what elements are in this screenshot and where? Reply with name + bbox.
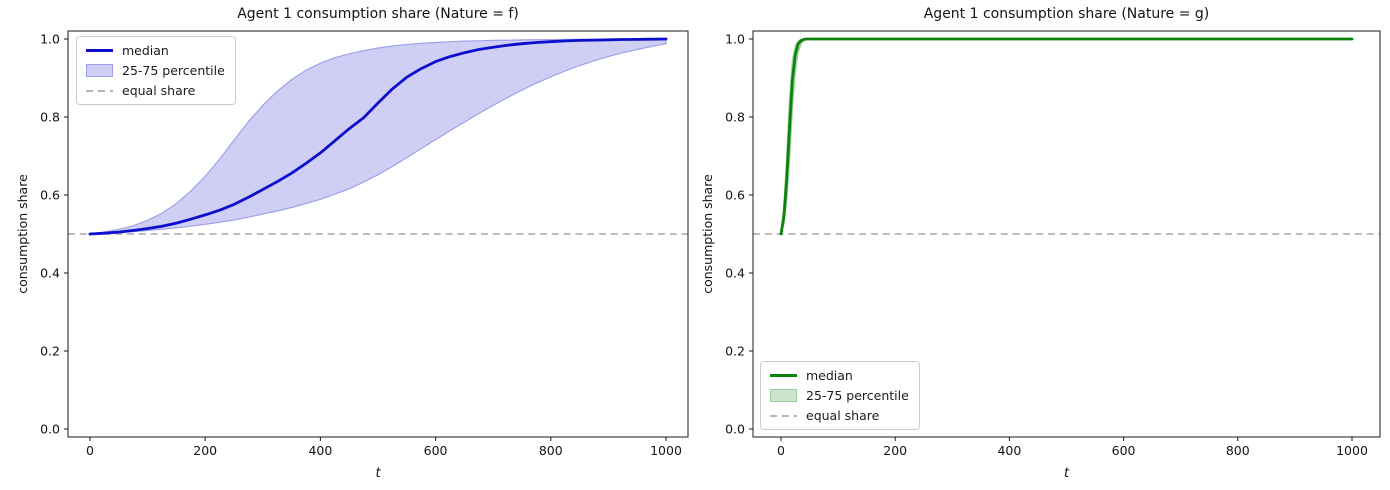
legend-label-median: median [806,368,853,383]
svg-text:0.8: 0.8 [725,110,745,125]
legend-label-equal-share: equal share [122,83,196,98]
svg-text:0.2: 0.2 [40,344,60,359]
legend-label-median: median [122,43,169,58]
chart-g-ylabel: consumption share [700,174,715,294]
svg-text:1.0: 1.0 [725,32,745,47]
svg-text:0.4: 0.4 [725,266,745,281]
chart-g-legend: median 25-75 percentile equal share [760,361,920,430]
legend-item-equal-share: equal share [770,408,909,423]
legend-item-median: median [770,368,909,383]
svg-text:200: 200 [883,443,907,458]
svg-text:0.4: 0.4 [40,266,60,281]
svg-text:0.0: 0.0 [725,422,745,437]
percentile-band-swatch-icon [770,389,797,402]
svg-text:0.6: 0.6 [725,188,745,203]
chart-f-legend: median 25-75 percentile equal share [76,36,236,105]
svg-text:400: 400 [997,443,1021,458]
median-line-swatch-icon [770,373,797,378]
legend-label-equal-share: equal share [806,408,880,423]
equal-share-dash-swatch-icon [86,89,113,92]
median-line-swatch-icon [86,48,113,53]
svg-text:600: 600 [1112,443,1136,458]
chart-g-title: Agent 1 consumption share (Nature = g) [923,6,1210,22]
percentile-band-swatch-icon [86,64,113,77]
svg-text:0: 0 [777,443,785,458]
svg-text:1000: 1000 [650,443,682,458]
legend-label-percentile: 25-75 percentile [806,388,909,403]
svg-text:600: 600 [424,443,448,458]
equal-share-dash-swatch-icon [770,414,797,417]
svg-text:0.0: 0.0 [40,422,60,437]
svg-text:0.6: 0.6 [40,188,60,203]
svg-text:400: 400 [308,443,332,458]
legend-item-median: median [86,43,225,58]
legend-item-equal-share: equal share [86,83,225,98]
svg-text:0: 0 [86,443,94,458]
chart-f-title: Agent 1 consumption share (Nature = f) [237,6,519,22]
legend-item-percentile-band: 25-75 percentile [86,63,225,78]
svg-text:800: 800 [539,443,563,458]
svg-text:1.0: 1.0 [40,32,60,47]
svg-text:200: 200 [193,443,217,458]
svg-text:800: 800 [1226,443,1250,458]
svg-text:1000: 1000 [1336,443,1368,458]
chart-g-xlabel: t [1063,466,1070,481]
svg-text:0.2: 0.2 [725,344,745,359]
chart-f-ylabel: consumption share [15,174,30,294]
legend-label-percentile: 25-75 percentile [122,63,225,78]
legend-item-percentile-band: 25-75 percentile [770,388,909,403]
svg-text:0.8: 0.8 [40,110,60,125]
chart-f-xlabel: t [375,466,381,481]
